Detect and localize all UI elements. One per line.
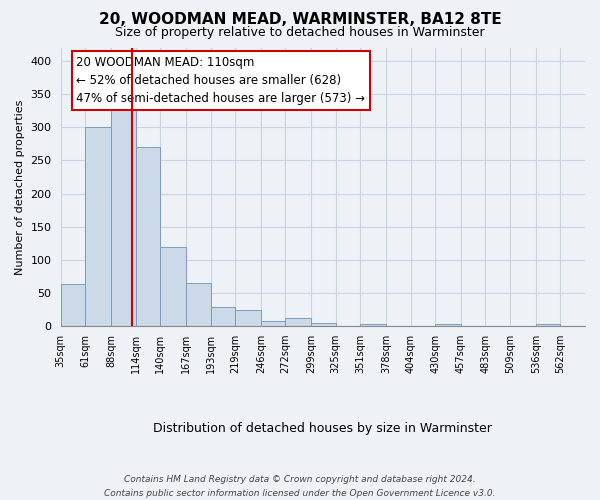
Bar: [160, 246, 186, 326]
Bar: [61, 284, 85, 326]
Bar: [136, 147, 160, 326]
Bar: [235, 310, 261, 326]
Bar: [211, 307, 235, 326]
Bar: [85, 127, 111, 326]
Text: Size of property relative to detached houses in Warminster: Size of property relative to detached ho…: [115, 26, 485, 39]
Text: 20, WOODMAN MEAD, WARMINSTER, BA12 8TE: 20, WOODMAN MEAD, WARMINSTER, BA12 8TE: [98, 12, 502, 28]
Bar: [311, 323, 335, 326]
Bar: [186, 283, 211, 326]
Bar: [361, 324, 386, 326]
Bar: [286, 318, 311, 326]
Y-axis label: Number of detached properties: Number of detached properties: [15, 99, 25, 274]
Bar: [111, 105, 136, 326]
X-axis label: Distribution of detached houses by size in Warminster: Distribution of detached houses by size …: [154, 422, 492, 435]
Bar: [536, 324, 560, 326]
Text: 20 WOODMAN MEAD: 110sqm
← 52% of detached houses are smaller (628)
47% of semi-d: 20 WOODMAN MEAD: 110sqm ← 52% of detache…: [76, 56, 365, 105]
Bar: [261, 321, 286, 326]
Bar: [435, 324, 461, 326]
Text: Contains HM Land Registry data © Crown copyright and database right 2024.
Contai: Contains HM Land Registry data © Crown c…: [104, 476, 496, 498]
